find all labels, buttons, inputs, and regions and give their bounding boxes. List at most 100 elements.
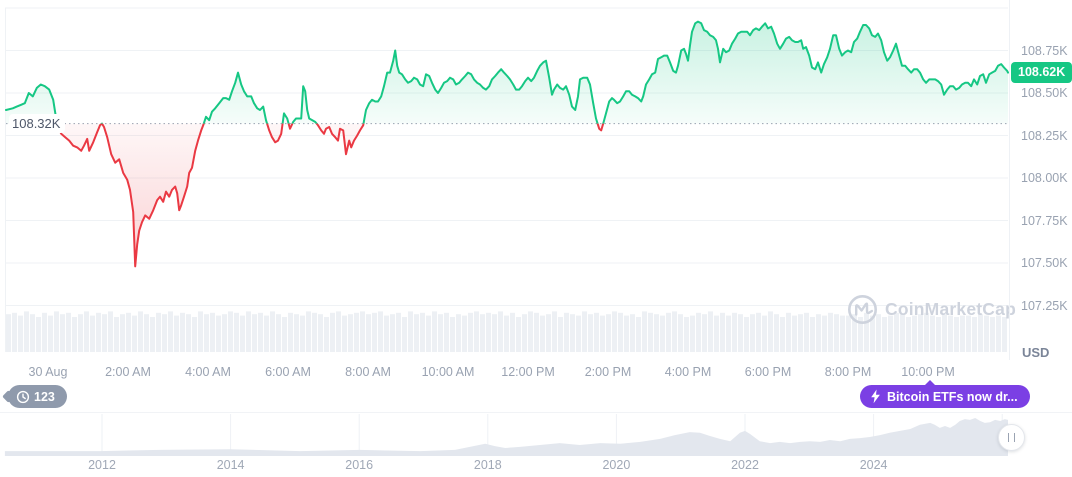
volume-bar xyxy=(360,311,365,352)
volume-bar xyxy=(990,317,995,352)
volume-bar xyxy=(402,317,407,352)
time-tick-label: 6:00 AM xyxy=(265,365,311,379)
price-line-up[interactable] xyxy=(5,20,1009,267)
coinmarketcap-logo-icon xyxy=(848,295,877,324)
price-tick-label: 107.25K xyxy=(1021,298,1068,313)
time-tick-label: 6:00 PM xyxy=(744,365,792,379)
coinmarketcap-watermark: CoinMarketCap xyxy=(847,294,1016,325)
volume-bar xyxy=(894,312,899,352)
volume-bar xyxy=(690,315,695,352)
volume-bar xyxy=(630,314,635,352)
volume-bar xyxy=(750,314,755,352)
volume-bar xyxy=(924,312,929,352)
volume-bar xyxy=(234,312,239,352)
volume-bar xyxy=(942,314,947,352)
volume-bar xyxy=(654,314,659,352)
volume-bar xyxy=(510,312,515,352)
volume-bar xyxy=(84,311,89,352)
volume-bar xyxy=(156,312,161,352)
volume-bar xyxy=(492,314,497,352)
volume-bar xyxy=(768,311,773,352)
volume-bar xyxy=(192,317,197,352)
volume-bar xyxy=(948,315,953,352)
volume-bar xyxy=(708,311,713,352)
volume-bar xyxy=(90,315,95,352)
volume-bar xyxy=(978,314,983,352)
price-tick-label: 108.75K xyxy=(1021,43,1068,58)
volume-bar xyxy=(198,311,203,352)
time-tick-label: 10:00 AM xyxy=(421,365,475,379)
volume-bar xyxy=(918,314,923,352)
price-area-above-baseline xyxy=(6,21,1008,124)
volume-bar xyxy=(540,315,545,352)
volume-bar xyxy=(666,312,671,352)
volume-bar xyxy=(72,317,77,352)
volume-bar xyxy=(852,314,857,352)
volume-bar xyxy=(48,315,53,352)
volume-bar xyxy=(336,311,341,352)
history-count-badge[interactable]: 123 xyxy=(2,385,67,408)
volume-bar xyxy=(24,311,29,352)
price-chart-canvas[interactable] xyxy=(0,0,1010,362)
volume-bar xyxy=(132,315,137,352)
volume-bar xyxy=(348,314,353,352)
time-tick-label: 4:00 AM xyxy=(185,365,231,379)
volume-bar xyxy=(240,315,245,352)
year-tick-label: 2024 xyxy=(859,458,888,472)
time-tick-label: 8:00 PM xyxy=(824,365,872,379)
volume-bar xyxy=(906,317,911,352)
volume-bar xyxy=(126,312,131,352)
volume-bar xyxy=(732,312,737,352)
volume-bar xyxy=(474,311,479,352)
volume-bar xyxy=(696,312,701,352)
volume-bar xyxy=(864,312,869,352)
year-tick-label: 2018 xyxy=(473,458,502,472)
history-count: 123 xyxy=(34,389,55,404)
volume-bar xyxy=(786,312,791,352)
volume-bar xyxy=(408,311,413,352)
volume-bar xyxy=(252,314,257,352)
brush-mini-chart[interactable] xyxy=(0,413,1072,456)
volume-bar xyxy=(534,312,539,352)
volume-bar xyxy=(960,315,965,352)
volume-bar xyxy=(618,312,623,352)
volume-bar xyxy=(180,312,185,352)
price-tick-label: 107.50K xyxy=(1021,256,1068,270)
volume-bar xyxy=(108,311,113,352)
volume-bar xyxy=(774,314,779,352)
brush-resize-handle[interactable] xyxy=(998,424,1025,451)
volume-bar xyxy=(870,315,875,352)
volume-bar xyxy=(792,315,797,352)
volume-bar xyxy=(576,315,581,352)
volume-bar xyxy=(858,317,863,352)
timeline-brush[interactable] xyxy=(0,412,1072,457)
brush-area[interactable] xyxy=(4,418,1008,456)
baseline-price-label: 108.32K xyxy=(9,114,66,133)
price-line-down[interactable] xyxy=(6,22,1008,268)
volume-bar xyxy=(720,312,725,352)
volume-bar xyxy=(372,312,377,352)
currency-label[interactable]: USD xyxy=(1022,345,1050,360)
year-tick-label: 2014 xyxy=(216,458,245,472)
volume-bar xyxy=(42,312,47,352)
volume-bar xyxy=(636,317,641,352)
volume-bar xyxy=(504,315,509,352)
pause-handle-icon xyxy=(1008,433,1015,442)
volume-bar xyxy=(324,317,329,352)
announcement-badge[interactable]: Bitcoin ETFs now dr... xyxy=(860,380,1030,408)
current-price-badge[interactable]: 108.62K xyxy=(1011,62,1072,83)
volume-bar xyxy=(528,311,533,352)
main-chart[interactable]: 108.32K CoinMarketCap xyxy=(0,0,1016,362)
volume-bar xyxy=(570,314,575,352)
volume-bar xyxy=(486,312,491,352)
volume-bar xyxy=(162,314,167,352)
volume-bar xyxy=(816,314,821,352)
volume-bar xyxy=(546,314,551,352)
volume-bar xyxy=(390,314,395,352)
volume-bar xyxy=(312,312,317,352)
volume-bar xyxy=(660,315,665,352)
volume-bar xyxy=(468,312,473,352)
price-tick-label: 108.50K xyxy=(1021,86,1068,100)
volume-bar xyxy=(738,314,743,352)
year-tick-label: 2022 xyxy=(731,458,759,472)
